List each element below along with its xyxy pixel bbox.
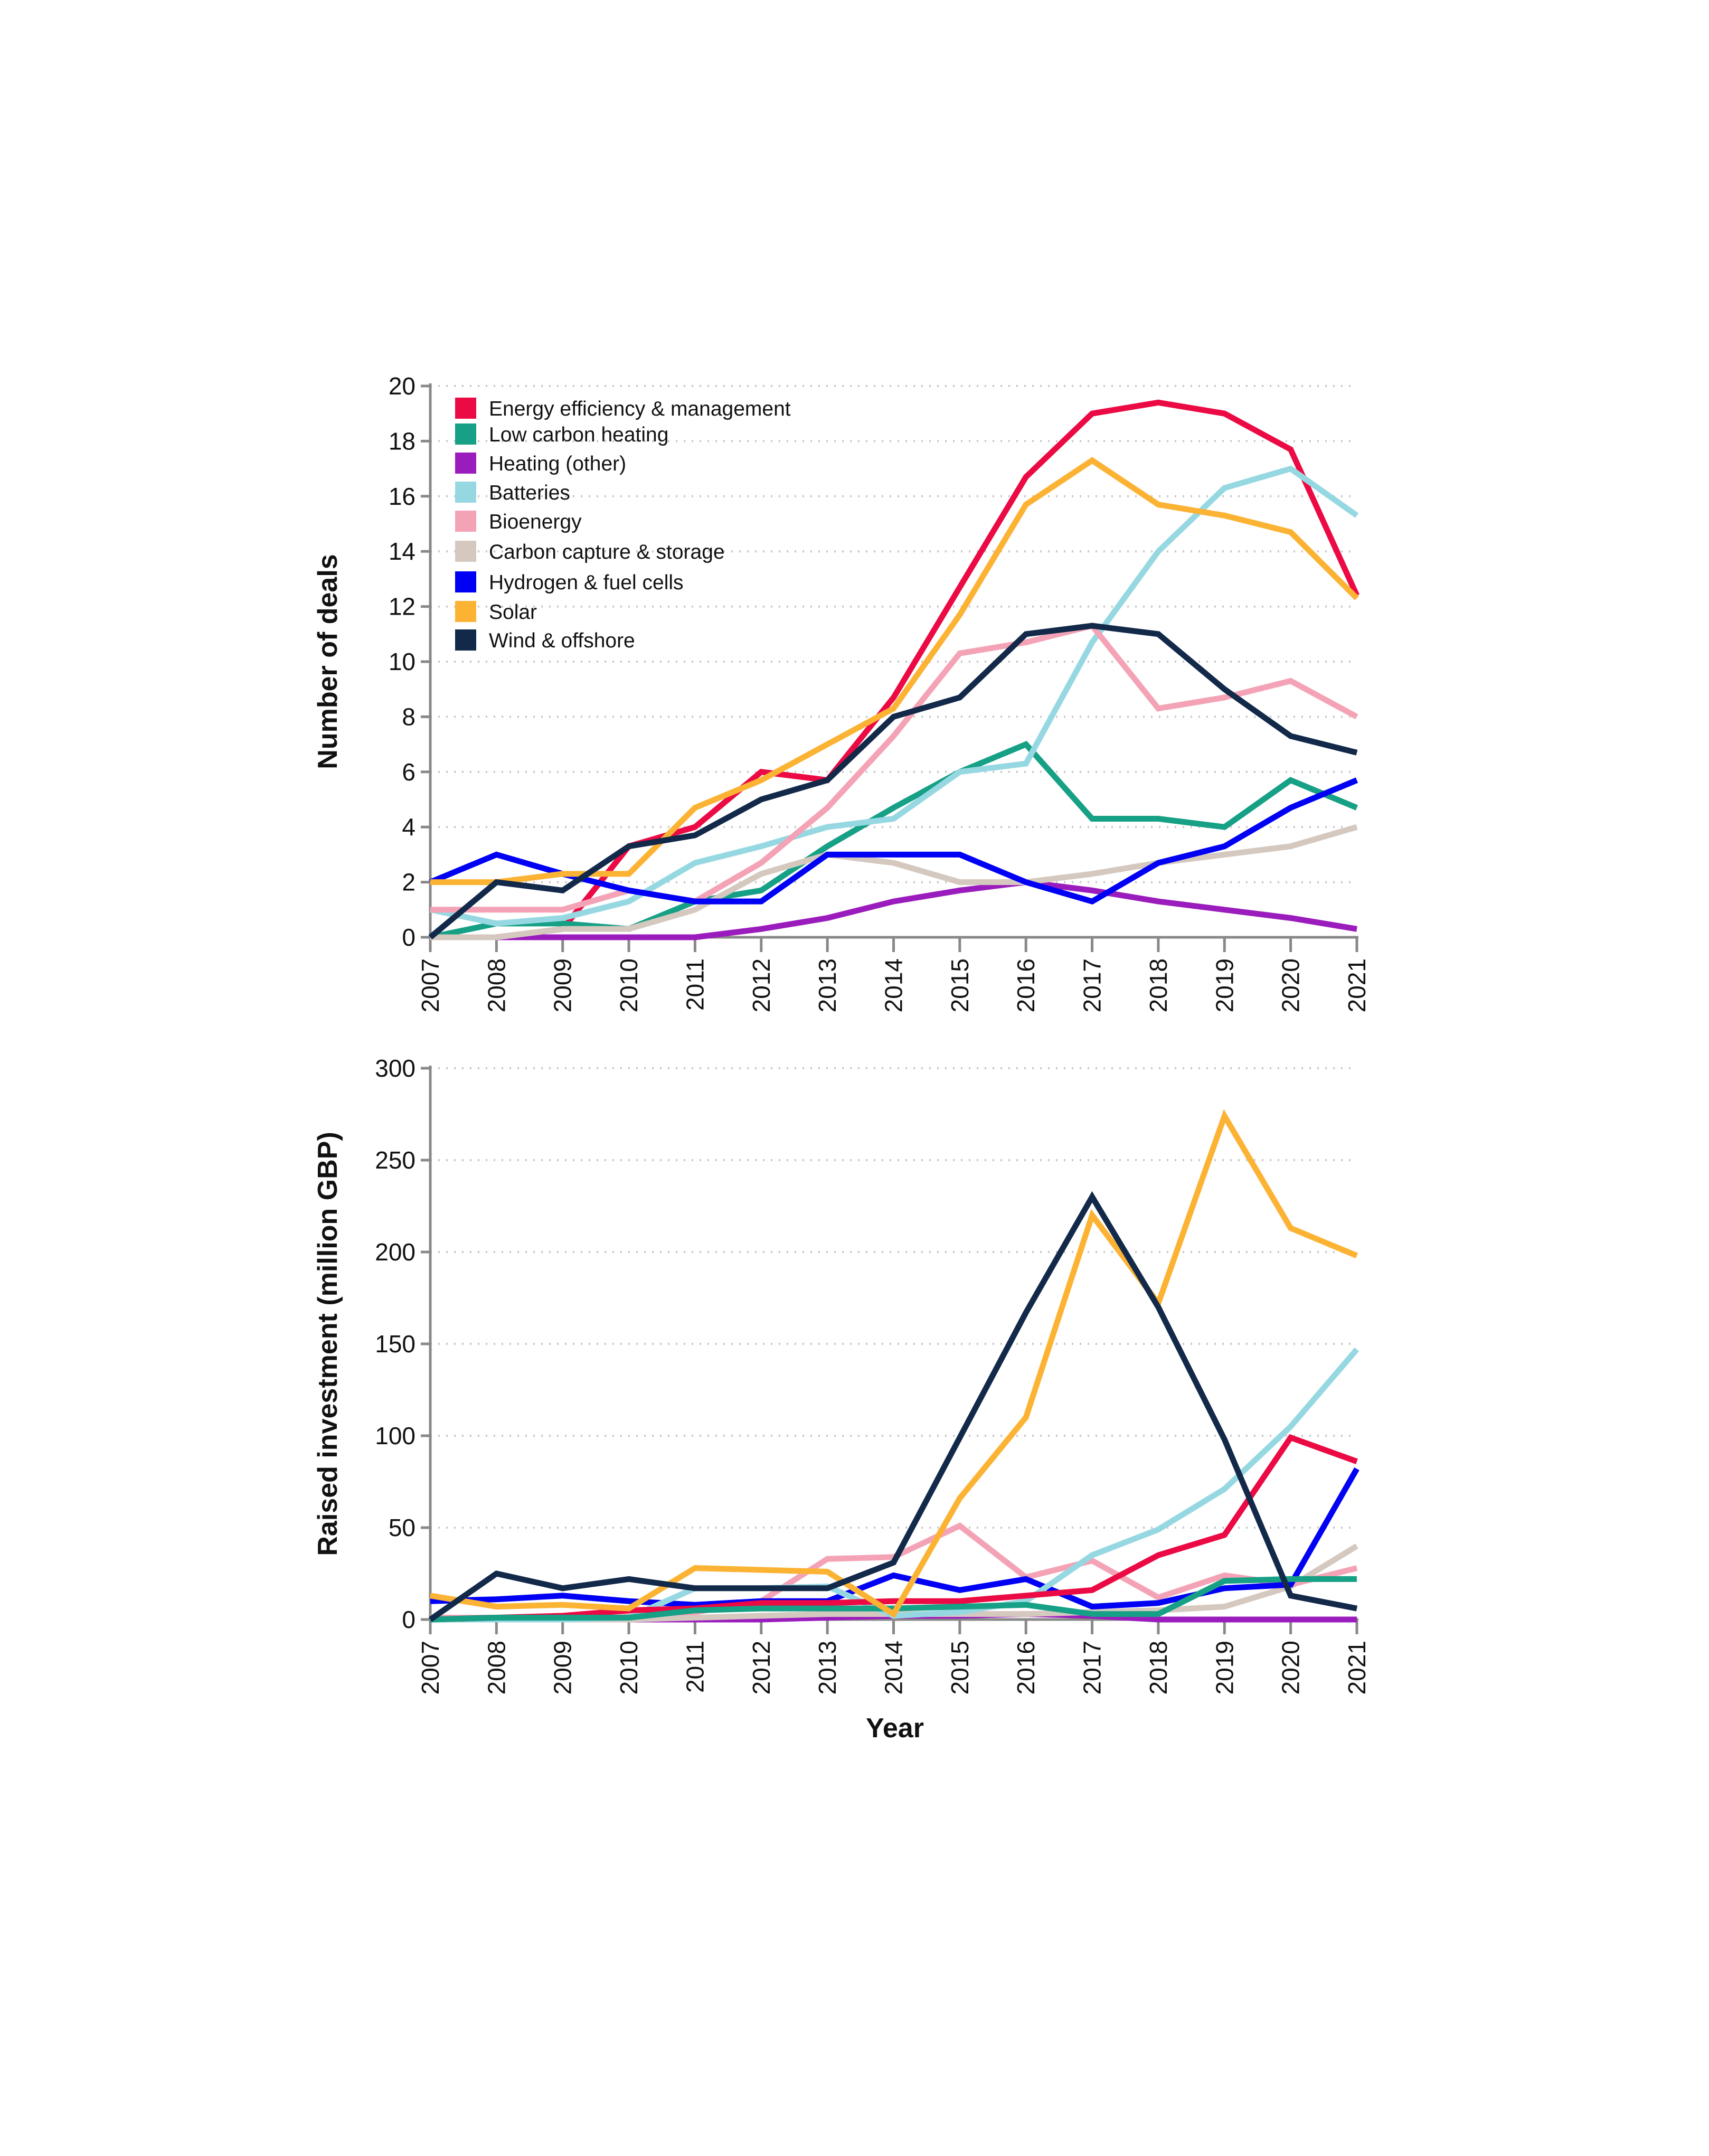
legend-swatch bbox=[455, 398, 476, 419]
legend-item: Hydrogen & fuel cells bbox=[455, 571, 684, 594]
y-tick-label: 8 bbox=[402, 703, 416, 730]
series-line-solar bbox=[430, 1109, 1358, 1618]
legend-label: Low carbon heating bbox=[489, 423, 668, 446]
y-tick-label: 10 bbox=[389, 648, 416, 675]
legend-label: Hydrogen & fuel cells bbox=[489, 571, 684, 594]
series-line-heating-other bbox=[430, 879, 1357, 940]
x-tick-label: 2009 bbox=[549, 958, 577, 1012]
x-tick-label: 2015 bbox=[946, 958, 974, 1012]
y-tick-label: 150 bbox=[375, 1330, 416, 1358]
legend-swatch bbox=[455, 629, 476, 651]
legend-item: Bioenergy bbox=[455, 511, 582, 533]
x-tick-label: 2014 bbox=[880, 1641, 908, 1694]
investment-chart: 0 50 100 150 200 250 300 2007 2008 2009 2010 2011 20… bbox=[313, 1055, 1371, 1744]
x-tick-label: 2020 bbox=[1277, 1641, 1305, 1694]
y-tick-label: 2 bbox=[402, 869, 416, 896]
series-line-wind-offshore bbox=[428, 1191, 1358, 1622]
x-tick-label: 2017 bbox=[1079, 1641, 1106, 1694]
y-axis-title: Number of deals bbox=[313, 554, 343, 769]
legend-label: Wind & offshore bbox=[489, 629, 635, 652]
y-tick-label: 12 bbox=[389, 593, 416, 620]
y-tick-label: 50 bbox=[389, 1514, 416, 1541]
x-tick-label: 2010 bbox=[615, 1641, 643, 1694]
legend-item: Carbon capture & storage bbox=[455, 541, 725, 563]
x-tick-label: 2013 bbox=[814, 958, 841, 1012]
legend-swatch bbox=[455, 482, 476, 503]
x-tick-label: 2008 bbox=[483, 958, 510, 1012]
legend-swatch bbox=[455, 601, 476, 622]
legend-swatch bbox=[455, 541, 476, 562]
legend-item: Energy efficiency & management bbox=[455, 398, 791, 420]
legend-label: Heating (other) bbox=[489, 453, 626, 475]
y-tick-label: 200 bbox=[375, 1238, 416, 1266]
y-tick-label: 0 bbox=[402, 924, 416, 951]
x-tick-label: 2014 bbox=[880, 958, 908, 1012]
series-line-carbon-capture-storage bbox=[430, 824, 1358, 940]
y-tick-label: 250 bbox=[375, 1146, 416, 1174]
x-tick-label: 2011 bbox=[681, 958, 709, 1011]
legend-swatch bbox=[455, 453, 476, 474]
x-tick-label: 2019 bbox=[1211, 1641, 1238, 1694]
y-tick-label: 20 bbox=[389, 372, 416, 400]
x-tick-label: 2021 bbox=[1343, 958, 1371, 1012]
series-line-low-carbon-heating bbox=[429, 741, 1358, 940]
y-tick-label: 300 bbox=[375, 1055, 416, 1082]
x-tick-label: 2009 bbox=[549, 1641, 577, 1694]
legend-label: Energy efficiency & management bbox=[489, 398, 791, 420]
y-tick-label: 6 bbox=[402, 758, 416, 786]
y-tick-label: 14 bbox=[389, 538, 416, 565]
deals-chart: 0 2 4 6 8 10 12 14 16 18 20 2007 2008 2009 2010 2011 201… bbox=[313, 372, 1371, 1012]
y-tick-label: 100 bbox=[375, 1422, 416, 1449]
x-tick-label: 2010 bbox=[615, 958, 643, 1012]
x-tick-label: 2021 bbox=[1343, 1641, 1371, 1694]
x-tick-label: 2016 bbox=[1012, 1641, 1040, 1694]
x-tick-label: 2007 bbox=[417, 958, 444, 1012]
x-tick-label: 2007 bbox=[417, 1641, 444, 1694]
legend-item: Solar bbox=[455, 601, 537, 624]
series-line-wind-offshore bbox=[428, 623, 1358, 940]
y-tick-label: 4 bbox=[402, 813, 416, 841]
legend-swatch bbox=[455, 571, 476, 592]
x-tick-label: 2019 bbox=[1211, 958, 1238, 1012]
y-axis-title: Raised investment (million GBP) bbox=[313, 1132, 343, 1556]
x-tick-label: 2015 bbox=[946, 1641, 974, 1694]
series-line-energy-efficiency-management bbox=[430, 1434, 1358, 1623]
legend-label: Carbon capture & storage bbox=[489, 541, 725, 563]
x-axis-title: Year bbox=[866, 1713, 924, 1744]
legend-label: Batteries bbox=[489, 482, 570, 504]
x-tick-label: 2018 bbox=[1145, 958, 1172, 1012]
legend-item: Low carbon heating bbox=[455, 423, 668, 446]
legend-item: Heating (other) bbox=[455, 453, 626, 475]
x-tick-label: 2008 bbox=[483, 1641, 510, 1694]
legend-label: Bioenergy bbox=[489, 511, 582, 533]
x-tick-label: 2020 bbox=[1277, 958, 1305, 1012]
x-tick-label: 2017 bbox=[1079, 958, 1106, 1012]
x-tick-label: 2013 bbox=[814, 1641, 841, 1694]
legend-swatch bbox=[455, 423, 476, 445]
legend-label: Solar bbox=[489, 601, 537, 624]
legend-swatch bbox=[455, 511, 476, 532]
y-tick-label: 0 bbox=[402, 1606, 416, 1633]
x-tick-label: 2011 bbox=[681, 1641, 709, 1693]
y-tick-label: 16 bbox=[389, 483, 416, 510]
legend-item: Batteries bbox=[455, 482, 570, 504]
legend: Energy efficiency & management Low carbon… bbox=[455, 398, 791, 652]
y-tick-label: 18 bbox=[389, 427, 416, 455]
legend-item: Wind & offshore bbox=[455, 629, 635, 652]
series-line-bioenergy bbox=[430, 622, 1358, 913]
x-tick-label: 2012 bbox=[748, 1641, 775, 1694]
x-tick-label: 2016 bbox=[1012, 958, 1040, 1012]
x-tick-label: 2012 bbox=[748, 958, 775, 1012]
series-line-hydrogen-fuel-cells bbox=[429, 777, 1358, 905]
x-tick-label: 2018 bbox=[1145, 1641, 1172, 1694]
